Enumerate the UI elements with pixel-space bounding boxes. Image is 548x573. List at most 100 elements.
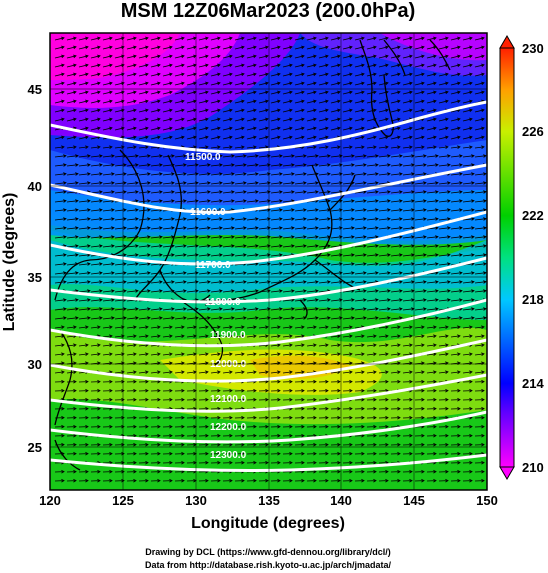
wind-arrow <box>234 244 247 248</box>
wind-arrow <box>318 298 331 302</box>
wind-arrow <box>210 307 223 311</box>
wind-arrow <box>354 172 367 176</box>
wind-arrow <box>474 460 485 465</box>
wind-arrow <box>138 316 151 320</box>
wind-arrow <box>438 397 449 402</box>
y-tick-label: 45 <box>28 82 42 97</box>
wind-arrow <box>138 307 151 311</box>
wind-arrow <box>378 406 389 411</box>
wind-arrow <box>354 36 365 41</box>
wind-arrow <box>162 181 175 185</box>
wind-arrow <box>318 469 329 474</box>
wind-arrow <box>450 460 461 465</box>
wind-arrow <box>210 163 223 167</box>
wind-arrow <box>90 388 101 393</box>
wind-arrow <box>90 54 101 59</box>
wind-arrow <box>90 289 103 293</box>
wind-arrow <box>138 126 149 131</box>
wind-arrow <box>402 36 413 41</box>
wind-arrow <box>390 145 401 150</box>
wind-arrow <box>126 271 139 275</box>
wind-arrow <box>426 397 437 402</box>
wind-arrow <box>210 72 221 77</box>
wind-arrow <box>258 145 269 150</box>
wind-arrow <box>258 460 269 465</box>
wind-arrow <box>306 478 317 483</box>
wind-arrow <box>174 63 185 68</box>
wind-arrow <box>438 433 449 438</box>
wind-arrow <box>222 181 235 185</box>
wind-arrow <box>126 424 137 429</box>
wind-arrow <box>330 54 341 59</box>
wind-arrow <box>450 208 463 212</box>
wind-arrow <box>138 424 149 429</box>
wind-arrow <box>474 81 485 86</box>
wind-arrow <box>462 280 475 284</box>
wind-arrow <box>342 316 355 320</box>
wind-arrow <box>414 181 427 185</box>
wind-arrow <box>354 289 367 293</box>
wind-arrow <box>258 45 269 50</box>
wind-arrow <box>450 397 461 402</box>
wind-arrow <box>450 478 461 483</box>
wind-arrow <box>462 406 473 411</box>
wind-arrow <box>114 280 127 284</box>
wind-arrow <box>282 478 293 483</box>
wind-arrow <box>114 343 125 348</box>
height-contours <box>50 100 487 473</box>
wind-arrow <box>222 108 233 113</box>
wind-arrow <box>78 199 91 203</box>
wind-arrow <box>438 478 449 483</box>
wind-arrow <box>426 253 439 257</box>
wind-arrow <box>90 117 101 122</box>
wind-arrow <box>270 316 283 320</box>
wind-arrow <box>102 262 115 266</box>
wind-arrow <box>414 154 427 158</box>
wind-arrow <box>210 172 223 176</box>
wind-arrow <box>162 415 173 420</box>
wind-arrow <box>102 90 113 95</box>
wind-arrow <box>174 415 185 420</box>
wind-arrow <box>126 415 137 420</box>
wind-arrow <box>126 289 139 293</box>
wind-arrow <box>342 442 353 447</box>
wind-arrow <box>318 172 331 176</box>
wind-arrow <box>378 81 389 86</box>
wind-arrow <box>222 190 235 194</box>
wind-arrow <box>366 154 379 158</box>
wind-arrow <box>114 172 127 176</box>
wind-arrow <box>78 208 91 212</box>
wind-arrow <box>114 397 125 402</box>
wind-arrow <box>462 126 473 131</box>
wind-arrow <box>474 289 487 293</box>
wind-arrow <box>114 424 125 429</box>
wind-arrow <box>270 72 281 77</box>
wind-arrow <box>414 262 427 266</box>
wind-arrow <box>162 63 173 68</box>
wind-arrow <box>294 343 305 348</box>
contour-label: 11900.0 <box>210 330 246 341</box>
wind-arrow <box>450 154 463 158</box>
wind-arrow <box>210 451 221 456</box>
wind-arrow <box>462 370 473 375</box>
wind-arrow <box>414 163 427 167</box>
wind-arrow <box>390 163 403 167</box>
wind-arrow <box>78 81 89 86</box>
wind-arrow <box>450 271 463 275</box>
wind-arrow <box>138 397 149 402</box>
wind-arrow <box>78 325 89 330</box>
wind-arrow <box>198 460 209 465</box>
wind-arrow <box>258 397 269 402</box>
wind-arrow <box>198 334 209 339</box>
wind-arrow <box>114 379 125 384</box>
wind-arrow <box>366 370 377 375</box>
wind-arrow <box>258 208 271 212</box>
wind-arrow <box>198 117 209 122</box>
contour-label: 12300.0 <box>210 450 247 461</box>
wind-arrow <box>282 370 293 375</box>
wind-arrow <box>54 469 65 474</box>
wind-arrow <box>222 325 233 330</box>
wind-arrow <box>222 253 235 257</box>
wind-arrow <box>354 163 367 167</box>
wind-arrow <box>138 45 149 50</box>
